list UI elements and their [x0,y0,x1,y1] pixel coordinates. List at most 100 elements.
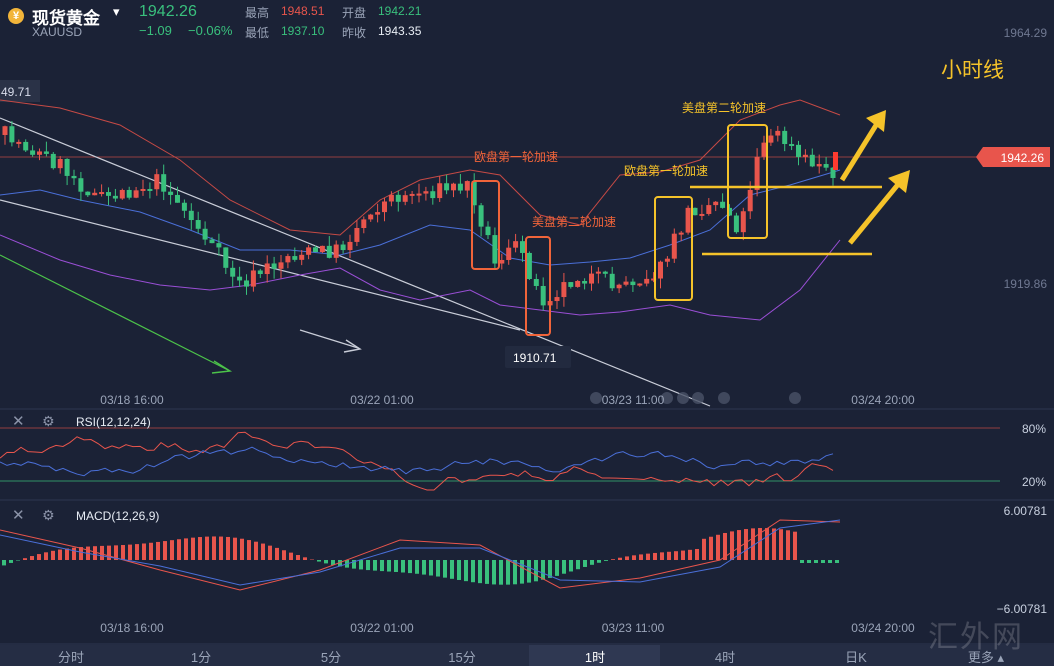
price-change-pct: −0.06% [188,23,233,38]
green-trend-line [0,254,229,371]
scroll-dot [661,392,673,404]
candle-body [9,126,15,143]
candle-body [382,201,387,213]
macd-bar [366,560,370,571]
green-arrow-head [211,360,233,374]
macd-bar [464,560,468,582]
candle-body [368,214,374,220]
scroll-dot [789,392,801,404]
candle-body [589,273,594,284]
candle-body [223,247,229,268]
macd-bar [289,552,293,560]
candle-body [761,142,767,157]
tab-4hour[interactable]: 4时 [714,650,736,665]
macd-bar [716,534,720,560]
low-label-bg [505,346,571,368]
close-icon: ✕ [12,507,25,524]
macd-bar [443,560,447,578]
macd-bar [555,560,559,576]
tab-fenshi[interactable]: 分时 [57,650,84,665]
macd-bar [828,560,832,563]
candle-body [340,244,346,251]
scroll-dot [590,392,602,404]
candle-body [699,213,705,216]
chevron-down-icon[interactable]: ▾ [113,4,120,19]
candle-body [147,188,153,191]
last-candle-body [833,152,838,170]
macd-bar [373,560,377,571]
candle-body [313,247,318,253]
candle-body [727,207,732,216]
candle-body [237,276,243,281]
candle-body [637,283,643,286]
candle-body [437,183,443,199]
macd-bar [205,536,209,560]
price-axis-top: 1964.29 [1004,26,1048,40]
macd-bar [632,555,636,560]
prev-close-value: 1943.35 [378,24,422,38]
candle-body [506,247,512,260]
macd-bar [135,544,139,560]
candle-body [133,190,139,198]
macd-bar [149,542,153,560]
candle-body [230,267,236,277]
macd-bar [737,530,741,560]
candle-body [664,258,670,262]
current-price-label: 1942.26 [1001,151,1045,165]
gear-icon: ⚙ [42,413,55,429]
tab-1hour[interactable]: 1时 [584,650,606,665]
macd-bar [275,547,279,560]
macd-bar [786,530,790,560]
macd-bar [723,532,727,560]
candle-body [306,247,312,255]
tab-1min[interactable]: 1分 [190,650,212,665]
candle-body [464,181,470,191]
candle-body [754,156,760,190]
gear-icon: ⚙ [42,507,55,523]
macd-bar [191,537,195,560]
candle-body [713,201,719,206]
price-axis-mid: 1919.86 [1004,277,1048,291]
time-label: 03/24 20:00 [851,393,915,407]
candle-body [319,245,325,253]
macd-bar [163,541,167,560]
tab-daily[interactable]: 日K [845,650,867,665]
macd-bar [485,560,489,584]
candle-body [188,210,194,221]
macd-bar [184,538,188,560]
candle-body [92,192,98,196]
macd-bar [793,531,797,560]
tab-15min[interactable]: 15分 [448,650,476,665]
candle-body [644,278,650,284]
candle-body [216,243,222,248]
macd-bar [765,528,769,560]
channel-arrow-shaft [299,329,359,349]
macd-bar [79,547,83,560]
candle-body [43,151,49,154]
tab-more[interactable]: 更多 ▴ [951,647,1021,666]
macd-bar [282,550,286,560]
macd-bar [674,551,678,560]
macd-axis-top: 6.00781 [1004,504,1048,518]
macd-bar [702,538,706,560]
timeframe-annotation: 小时线 [941,59,1004,82]
candle-body [526,252,532,280]
macd-bar [65,548,69,560]
candle-body [747,189,753,212]
macd-bar [51,550,55,560]
candle-body [733,215,739,233]
price-change: −1.09 [139,23,172,38]
tab-5min[interactable]: 5分 [320,650,342,665]
chart-area[interactable]: 1964.291919.8649.711942.26小时线欧盘第一轮加速美盘第二… [0,0,1054,645]
candle-body [209,239,215,244]
instrument-name[interactable]: 现货黄金 [32,9,100,28]
macd-bar [814,560,818,563]
macd-bar [156,541,160,560]
rsi-title: RSI(12,12,24) [76,415,151,429]
macd-bar [394,560,398,572]
candle-body [423,191,429,194]
candle-body [23,141,29,151]
rsi-line-2 [0,446,834,477]
macd-bar [800,560,804,563]
candle-body [112,195,118,199]
